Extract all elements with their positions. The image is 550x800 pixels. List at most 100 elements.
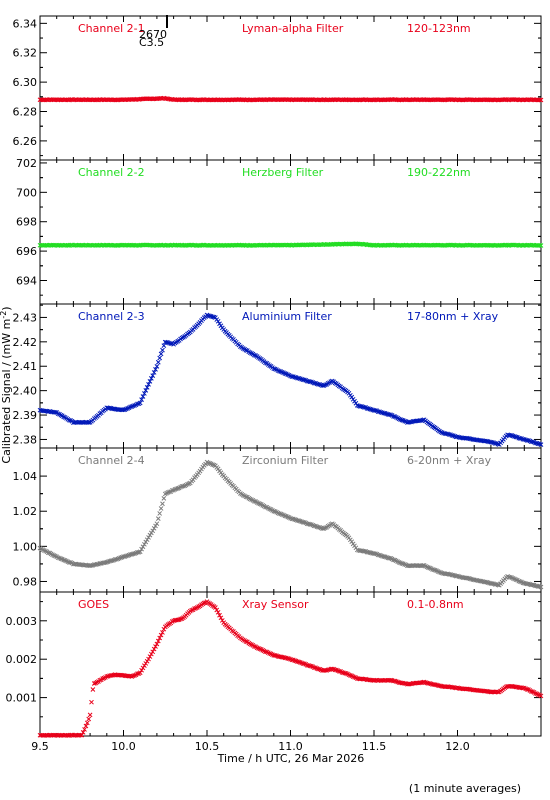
data-point bbox=[402, 562, 407, 567]
data-point bbox=[144, 385, 150, 390]
data-point bbox=[361, 404, 367, 410]
data-point bbox=[251, 643, 257, 649]
data-point bbox=[292, 517, 298, 522]
data-point bbox=[169, 488, 175, 493]
data-point bbox=[84, 720, 90, 726]
data-point bbox=[210, 462, 215, 467]
data-point bbox=[342, 670, 348, 676]
data-point bbox=[104, 559, 110, 565]
data-point bbox=[396, 560, 402, 565]
data-point bbox=[524, 687, 530, 692]
data-point bbox=[90, 687, 96, 692]
data-point bbox=[257, 501, 263, 507]
y-tick-label: 696 bbox=[16, 245, 37, 258]
data-point bbox=[103, 560, 108, 565]
flare-class: C3.5 bbox=[139, 36, 164, 49]
data-point bbox=[278, 511, 284, 517]
data-point bbox=[218, 615, 224, 621]
data-point bbox=[83, 723, 89, 729]
y-tick-label: 6.34 bbox=[13, 17, 38, 30]
data-point bbox=[153, 367, 158, 372]
data-point bbox=[130, 403, 136, 409]
data-point bbox=[485, 580, 491, 585]
data-point bbox=[537, 242, 542, 248]
data-point bbox=[350, 674, 356, 679]
data-point bbox=[307, 663, 313, 669]
panel-label: Xray Sensor bbox=[242, 598, 309, 611]
data-point bbox=[212, 605, 218, 610]
data-point bbox=[157, 511, 163, 516]
data-point bbox=[282, 513, 288, 519]
y-tick-label: 2.42 bbox=[13, 336, 38, 349]
data-point bbox=[537, 584, 542, 589]
data-point bbox=[135, 671, 140, 677]
x-tick-label: 12.0 bbox=[445, 740, 470, 753]
data-point bbox=[150, 649, 156, 655]
data-point bbox=[495, 689, 501, 695]
data-point bbox=[161, 496, 167, 501]
data-point bbox=[373, 408, 378, 413]
data-point bbox=[155, 359, 161, 365]
data-point bbox=[142, 541, 147, 547]
data-point bbox=[147, 379, 153, 384]
data-point bbox=[484, 579, 490, 585]
y-tick-label: 2.39 bbox=[13, 409, 38, 422]
data-point bbox=[87, 712, 93, 718]
data-point bbox=[68, 560, 73, 565]
data-point bbox=[537, 97, 542, 103]
data-point bbox=[135, 401, 140, 407]
data-point bbox=[510, 433, 516, 439]
data-point bbox=[215, 466, 221, 472]
data-point bbox=[275, 368, 281, 373]
data-point bbox=[143, 661, 149, 666]
data-point bbox=[489, 581, 495, 586]
y-tick-label: 0.003 bbox=[6, 615, 38, 628]
data-point bbox=[110, 558, 115, 563]
data-point bbox=[521, 437, 527, 442]
data-point bbox=[178, 616, 183, 622]
data-point bbox=[125, 553, 131, 558]
data-point bbox=[277, 511, 282, 516]
panel-label: GOES bbox=[78, 598, 109, 611]
data-point bbox=[165, 490, 171, 495]
y-tick-label: 1.04 bbox=[13, 470, 38, 483]
data-point bbox=[396, 416, 402, 422]
y-tick-label: 6.32 bbox=[13, 47, 38, 60]
data-point bbox=[297, 376, 303, 382]
data-point bbox=[160, 347, 165, 353]
data-point bbox=[160, 501, 165, 507]
data-point bbox=[122, 554, 128, 559]
y-tick-label: 1.00 bbox=[13, 540, 38, 553]
data-point bbox=[121, 407, 126, 413]
y-tick-label: 0.001 bbox=[6, 692, 38, 705]
data-point bbox=[251, 498, 257, 504]
panel-label: Herzberg Filter bbox=[242, 166, 324, 179]
data-point bbox=[151, 646, 157, 652]
data-point bbox=[391, 557, 396, 563]
data-point bbox=[393, 679, 399, 684]
data-point bbox=[315, 666, 321, 672]
data-point bbox=[140, 544, 146, 550]
data-point bbox=[438, 570, 444, 575]
panel-frame bbox=[39, 159, 542, 305]
panel-label: Channel 2-3 bbox=[78, 310, 145, 323]
data-point bbox=[382, 410, 388, 416]
data-point bbox=[302, 520, 307, 525]
data-point bbox=[151, 370, 157, 375]
data-point bbox=[537, 441, 542, 447]
data-point bbox=[167, 489, 172, 495]
data-point bbox=[533, 691, 538, 696]
data-point bbox=[377, 409, 382, 415]
data-point bbox=[321, 383, 327, 388]
data-point bbox=[82, 727, 87, 732]
data-point bbox=[153, 644, 158, 649]
data-point bbox=[349, 394, 355, 400]
data-point bbox=[516, 578, 522, 584]
panel-label: 190-222nm bbox=[407, 166, 471, 179]
y-tick-label: 0.98 bbox=[13, 575, 38, 588]
x-tick-label: 10.5 bbox=[195, 740, 220, 753]
panel-label: 17-80nm + Xray bbox=[407, 310, 499, 323]
data-point bbox=[277, 368, 282, 374]
x-tick-label: 11.5 bbox=[362, 740, 387, 753]
